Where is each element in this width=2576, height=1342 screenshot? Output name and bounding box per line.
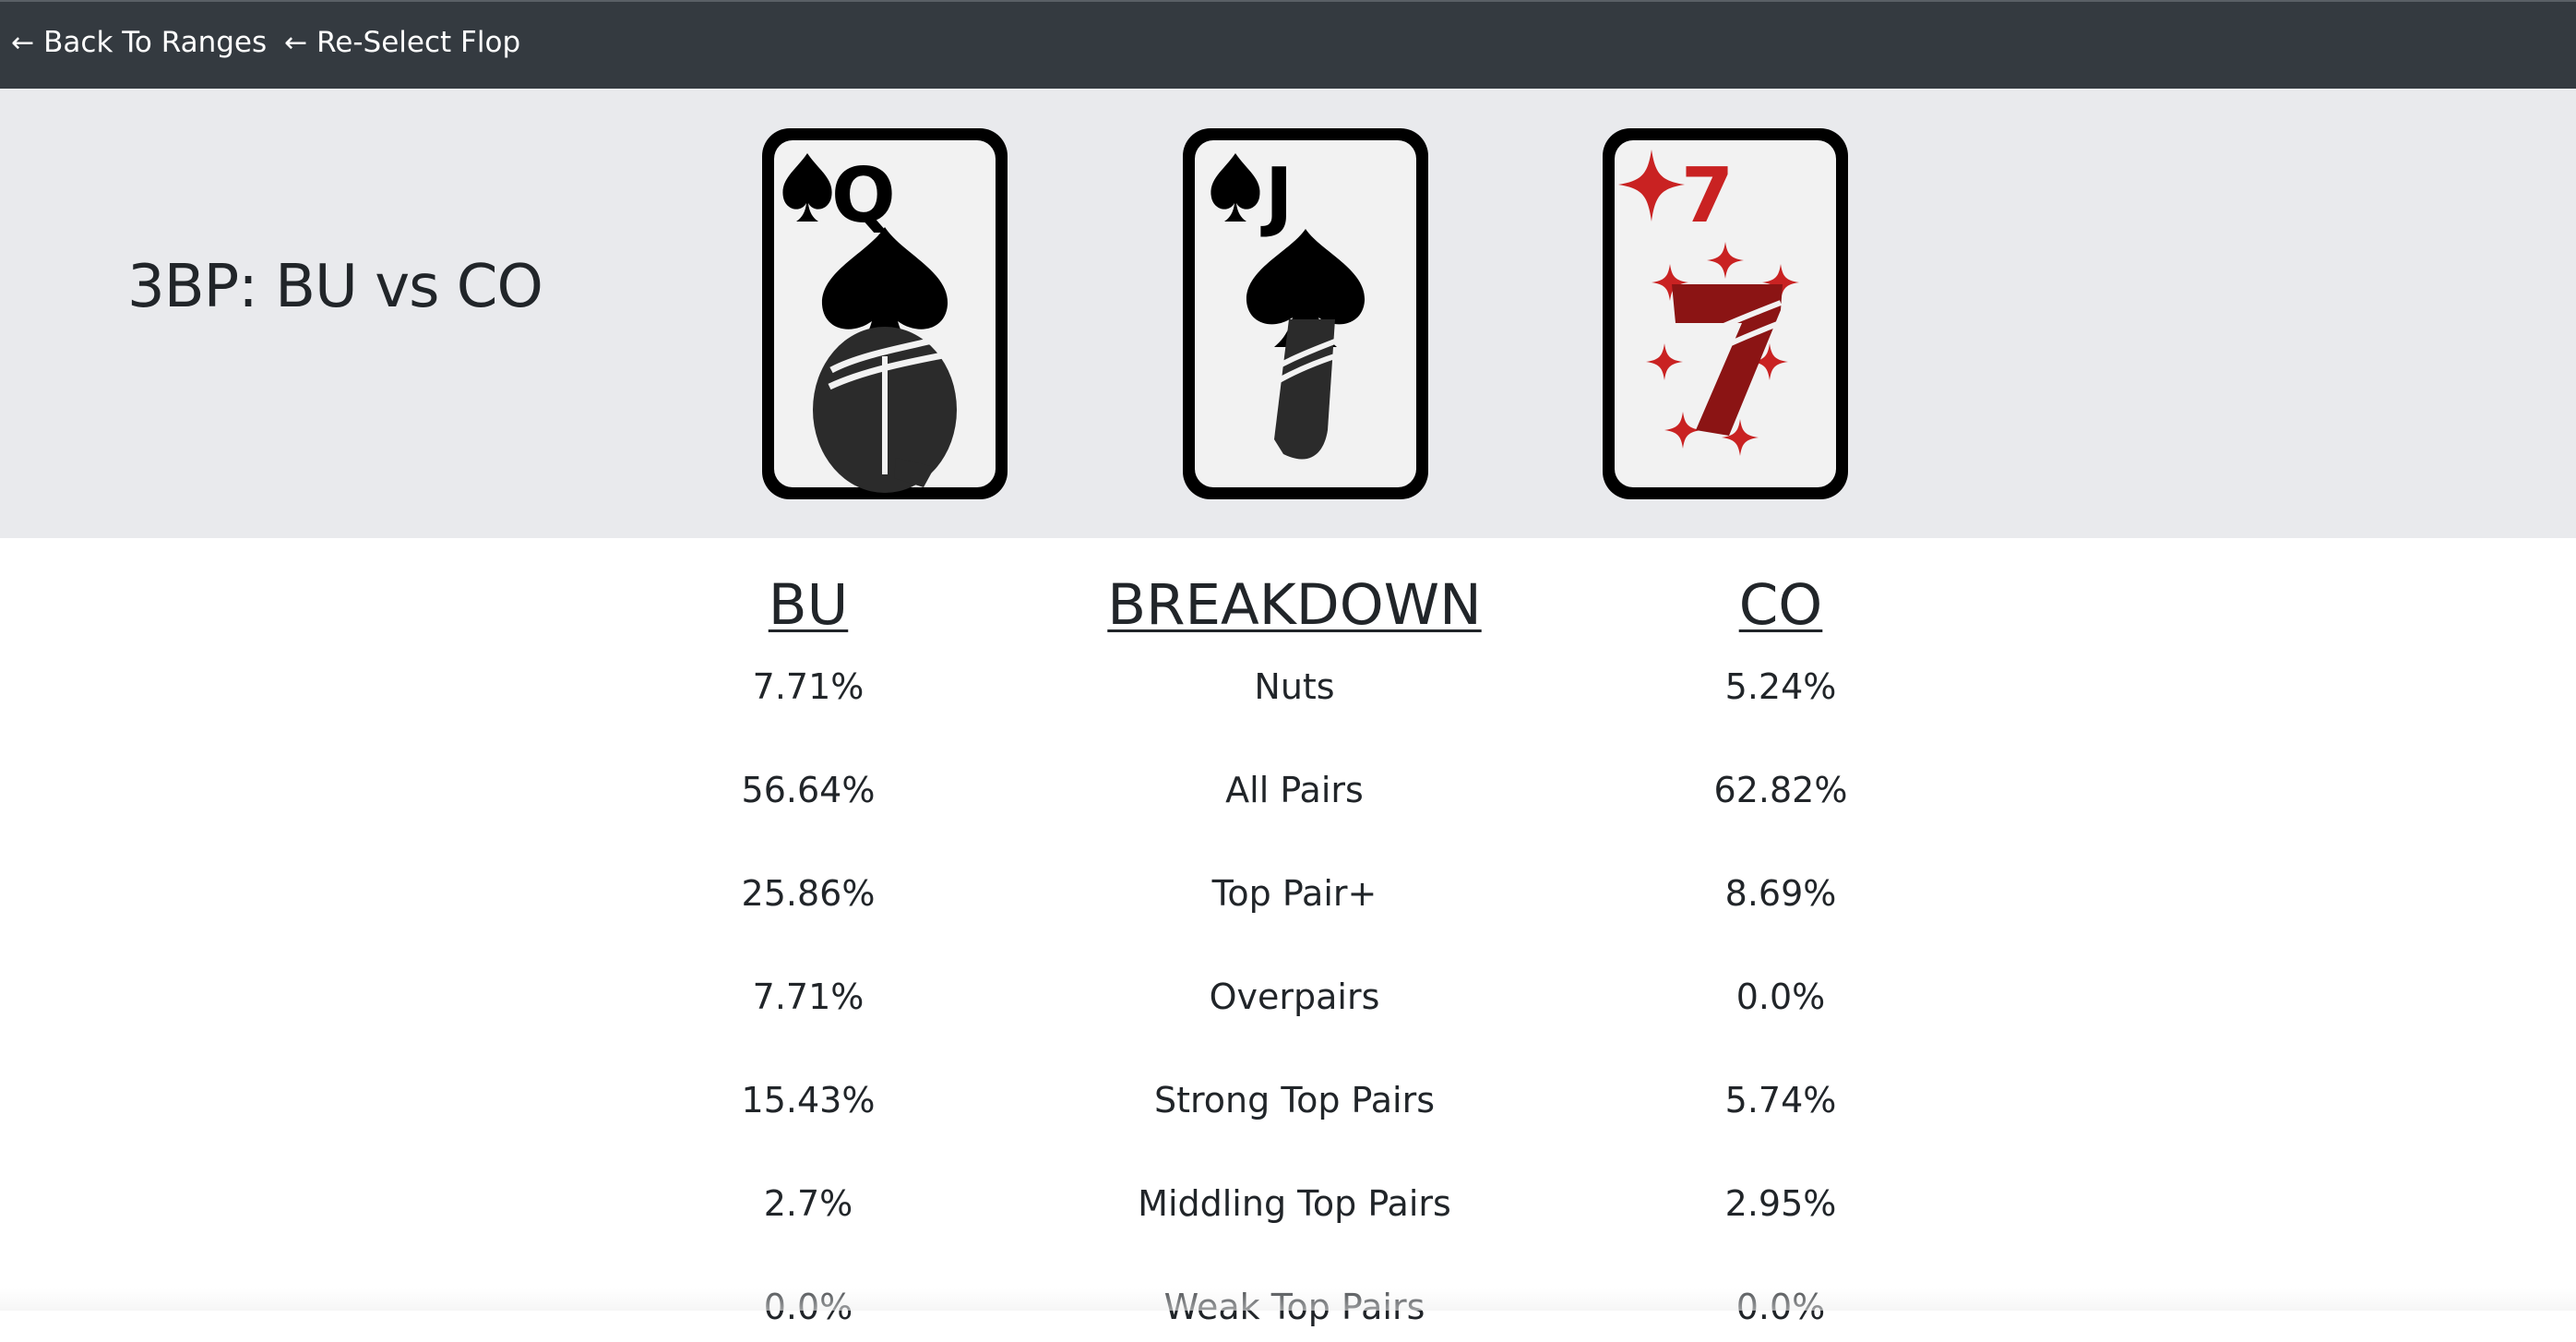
bu-value: 56.64% — [741, 770, 876, 810]
bu-value: 7.71% — [752, 977, 865, 1017]
table-row: 15.43% Strong Top Pairs 5.74% — [0, 1080, 2576, 1135]
card-queen-of-spades: Q — [759, 126, 1010, 502]
category-label: Nuts — [1254, 666, 1335, 707]
bu-value: 2.7% — [763, 1183, 853, 1224]
arrow-left-icon: ← — [11, 26, 35, 59]
header-co: CO — [1738, 572, 1823, 638]
bu-value: 7.71% — [752, 666, 865, 707]
co-value: 62.82% — [1713, 770, 1848, 810]
table-row: 56.64% All Pairs 62.82% — [0, 770, 2576, 825]
header-breakdown: BREAKDOWN — [1107, 572, 1482, 638]
scenario-title: 3BP: BU vs CO — [127, 253, 543, 321]
queen-of-spades-icon: Q — [762, 128, 1008, 499]
table-row: 25.86% Top Pair+ 8.69% — [0, 873, 2576, 929]
flop-board: 3BP: BU vs CO Q J — [0, 89, 2576, 538]
card-3-rank: 7 — [1681, 152, 1734, 240]
category-label: Top Pair+ — [1211, 873, 1377, 914]
card-jack-of-spades: J — [1180, 126, 1431, 502]
category-label: Middling Top Pairs — [1138, 1183, 1451, 1224]
table-row: 7.71% Overpairs 0.0% — [0, 977, 2576, 1032]
back-to-ranges-link[interactable]: ← Back To Ranges — [11, 26, 267, 59]
category-label: Strong Top Pairs — [1153, 1080, 1436, 1120]
co-value: 5.24% — [1724, 666, 1837, 707]
jack-of-spades-icon: J — [1183, 128, 1428, 499]
card-seven-of-diamonds: 7 — [1600, 126, 1851, 502]
bu-value: 15.43% — [741, 1080, 876, 1120]
card-2-rank: J — [1260, 152, 1294, 240]
card-1-rank: Q — [831, 152, 896, 240]
scroll-fade — [0, 1288, 2576, 1311]
co-value: 0.0% — [1735, 977, 1826, 1017]
reselect-flop-label: Re-Select Flop — [316, 26, 521, 59]
arrow-left-icon: ← — [284, 26, 308, 59]
seven-of-diamonds-icon: 7 — [1603, 128, 1848, 499]
back-to-ranges-label: Back To Ranges — [43, 26, 268, 59]
header-bu: BU — [768, 572, 849, 638]
category-label: Overpairs — [1209, 977, 1380, 1017]
co-value: 2.95% — [1724, 1183, 1837, 1224]
reselect-flop-link[interactable]: ← Re-Select Flop — [284, 26, 520, 59]
table-row: 7.71% Nuts 5.24% — [0, 666, 2576, 722]
bu-value: 25.86% — [741, 873, 876, 914]
category-label: All Pairs — [1225, 770, 1364, 810]
co-value: 5.74% — [1724, 1080, 1837, 1120]
top-navbar: ← Back To Ranges ← Re-Select Flop — [0, 0, 2576, 89]
co-value: 8.69% — [1724, 873, 1837, 914]
table-row: 2.7% Middling Top Pairs 2.95% — [0, 1183, 2576, 1239]
